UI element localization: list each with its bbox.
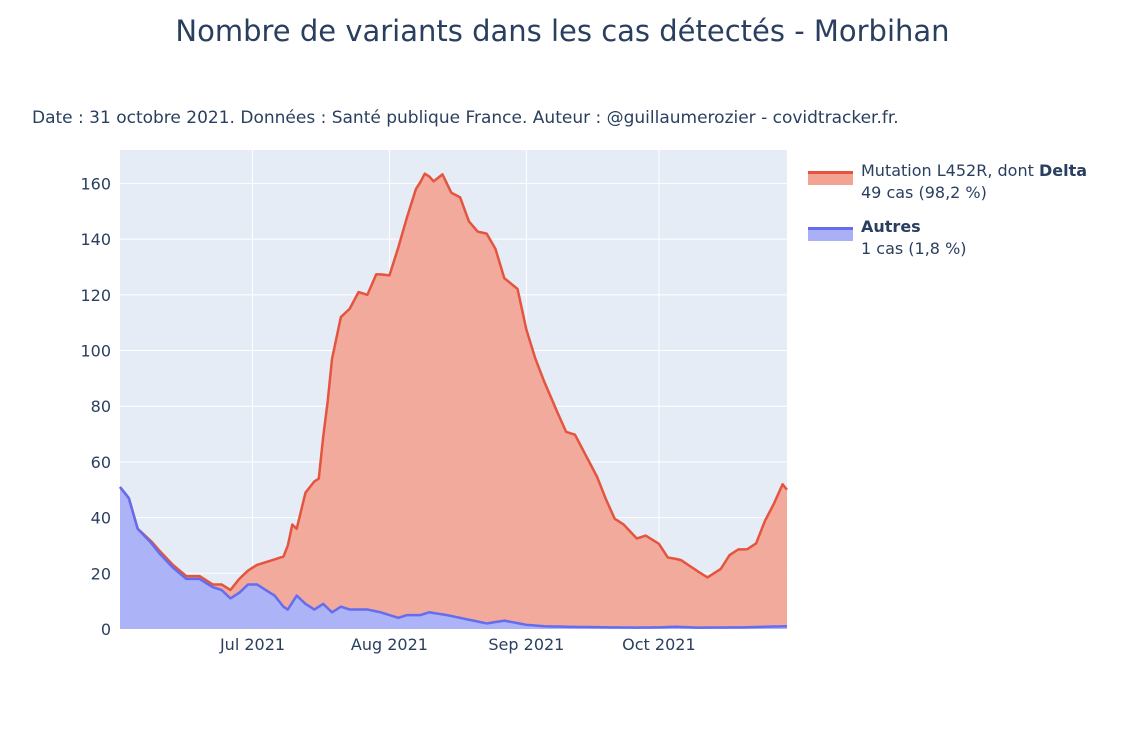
- legend-name-bold-autres: Autres: [861, 217, 921, 236]
- legend-label-delta: Mutation L452R, dont Delta: [861, 160, 1087, 182]
- x-tick-label: Jul 2021: [219, 635, 285, 654]
- y-tick-label: 160: [80, 174, 111, 193]
- legend-name-prefix-delta: Mutation L452R, dont: [861, 161, 1039, 180]
- x-tick-label: Aug 2021: [351, 635, 428, 654]
- series-line-delta: [119, 172, 788, 592]
- series-area-autres: [120, 486, 787, 629]
- legend-item-delta[interactable]: Mutation L452R, dont Delta 49 cas (98,2 …: [808, 160, 1087, 204]
- legend-name-bold-delta: Delta: [1038, 161, 1088, 180]
- legend-detail-delta: 49 cas (98,2 %): [861, 183, 987, 202]
- x-tick-label: Sep 2021: [488, 635, 564, 654]
- y-tick-label: 60: [91, 453, 111, 472]
- chart-title: Nombre de variants dans les cas détectés…: [175, 14, 950, 48]
- y-tick-label: 140: [80, 230, 111, 249]
- chart-subtitle: Date : 31 octobre 2021. Données : Santé …: [32, 108, 899, 128]
- y-tick-label: 120: [80, 286, 111, 305]
- y-tick-label: 100: [80, 342, 111, 361]
- legend-fill-delta: [808, 174, 853, 185]
- y-tick-label: 0: [101, 620, 111, 639]
- legend-swatch-autres: [808, 227, 853, 243]
- y-tick-label: 40: [91, 509, 111, 528]
- x-tick-label: Oct 2021: [622, 635, 695, 654]
- series-area-delta: [120, 173, 787, 628]
- legend-label-autres: Autres: [861, 216, 1087, 238]
- legend-item-autres[interactable]: Autres 1 cas (1,8 %): [808, 216, 1087, 260]
- legend: Mutation L452R, dont Delta 49 cas (98,2 …: [808, 160, 1087, 272]
- legend-swatch-delta: [808, 171, 853, 187]
- legend-fill-autres: [808, 230, 853, 241]
- series-line-autres: [119, 486, 788, 629]
- legend-line-autres: [808, 227, 853, 230]
- legend-detail-autres: 1 cas (1,8 %): [861, 239, 967, 258]
- y-tick-label: 80: [91, 397, 111, 416]
- legend-line-delta: [808, 171, 853, 174]
- y-tick-label: 20: [91, 564, 111, 583]
